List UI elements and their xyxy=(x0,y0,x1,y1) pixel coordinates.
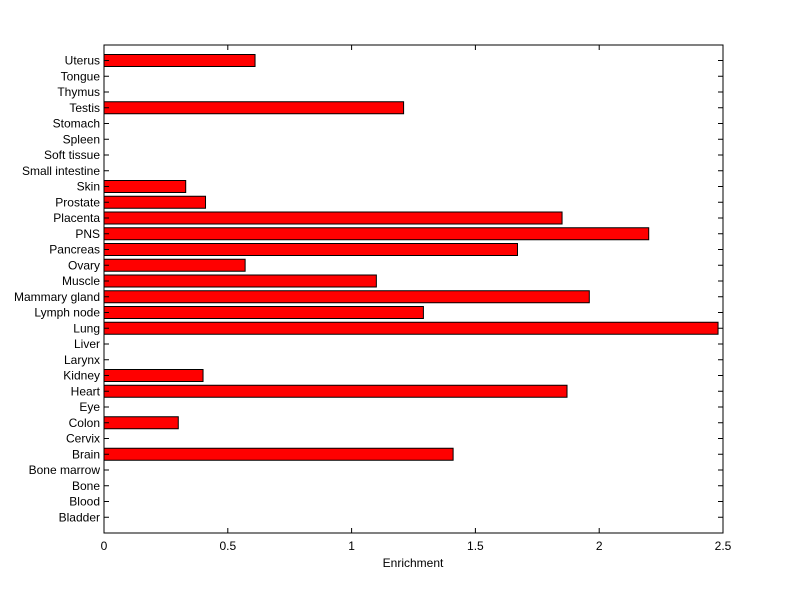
bar-mammary-gland xyxy=(103,290,590,304)
bar-lung xyxy=(103,321,719,335)
y-tick-label: Testis xyxy=(69,101,100,115)
bar-placenta xyxy=(103,211,563,225)
y-tick-label: Skin xyxy=(77,180,100,194)
x-tick-label: 0 xyxy=(101,539,108,553)
y-tick-label: Ovary xyxy=(68,258,100,272)
bar-muscle xyxy=(103,274,377,288)
y-tick-label: PNS xyxy=(75,227,100,241)
y-tick-label: Kidney xyxy=(63,369,100,383)
y-tick-label: Colon xyxy=(69,416,100,430)
x-tick-label: 2 xyxy=(596,539,603,553)
bar-skin xyxy=(103,180,187,193)
y-tick-label: Blood xyxy=(69,495,100,509)
x-axis-label: Enrichment xyxy=(383,556,444,570)
x-tick-label: 0.5 xyxy=(219,539,236,553)
y-tick-label: Bladder xyxy=(59,510,100,524)
y-tick-label: Tongue xyxy=(61,69,101,83)
y-tick-label: Heart xyxy=(71,384,101,398)
bar-colon xyxy=(103,416,179,430)
bar-heart xyxy=(103,384,568,398)
bar-testis xyxy=(103,101,405,115)
bar-pancreas xyxy=(103,243,518,256)
y-tick-label: Mammary gland xyxy=(14,290,100,304)
y-tick-label: Lung xyxy=(73,321,100,335)
bars-group xyxy=(103,54,719,461)
y-tick-label: Uterus xyxy=(65,54,100,68)
y-tick-label: Cervix xyxy=(66,432,100,446)
y-tick-label: Larynx xyxy=(64,353,100,367)
bar-prostate xyxy=(103,195,207,209)
y-tick-label: Lymph node xyxy=(34,306,100,320)
y-tick-label: Pancreas xyxy=(49,243,100,257)
y-tick-label: Eye xyxy=(79,400,100,414)
y-tick-label: Thymus xyxy=(57,85,100,99)
y-tick-label: Stomach xyxy=(53,117,100,131)
bar-uterus xyxy=(103,54,256,67)
x-tick-label: 1 xyxy=(348,539,355,553)
bar-pns xyxy=(103,227,650,241)
bar-lymph-node xyxy=(103,306,424,319)
y-tick-label: Small intestine xyxy=(22,164,100,178)
bar-kidney xyxy=(103,369,204,382)
bar-brain xyxy=(103,447,454,461)
y-tick-label: Brain xyxy=(72,447,100,461)
y-tick-label: Bone xyxy=(72,479,100,493)
y-tick-label: Soft tissue xyxy=(44,148,100,162)
y-tick-label: Placenta xyxy=(53,211,100,225)
y-tick-label: Liver xyxy=(74,337,100,351)
ticks-group xyxy=(103,45,724,533)
bar-ovary xyxy=(103,258,246,272)
y-tick-label: Prostate xyxy=(55,195,100,209)
x-tick-label: 2.5 xyxy=(715,539,732,553)
y-tick-label: Spleen xyxy=(63,132,100,146)
x-tick-label: 1.5 xyxy=(467,539,484,553)
y-tick-label: Muscle xyxy=(62,274,100,288)
y-tick-label: Bone marrow xyxy=(29,463,101,477)
